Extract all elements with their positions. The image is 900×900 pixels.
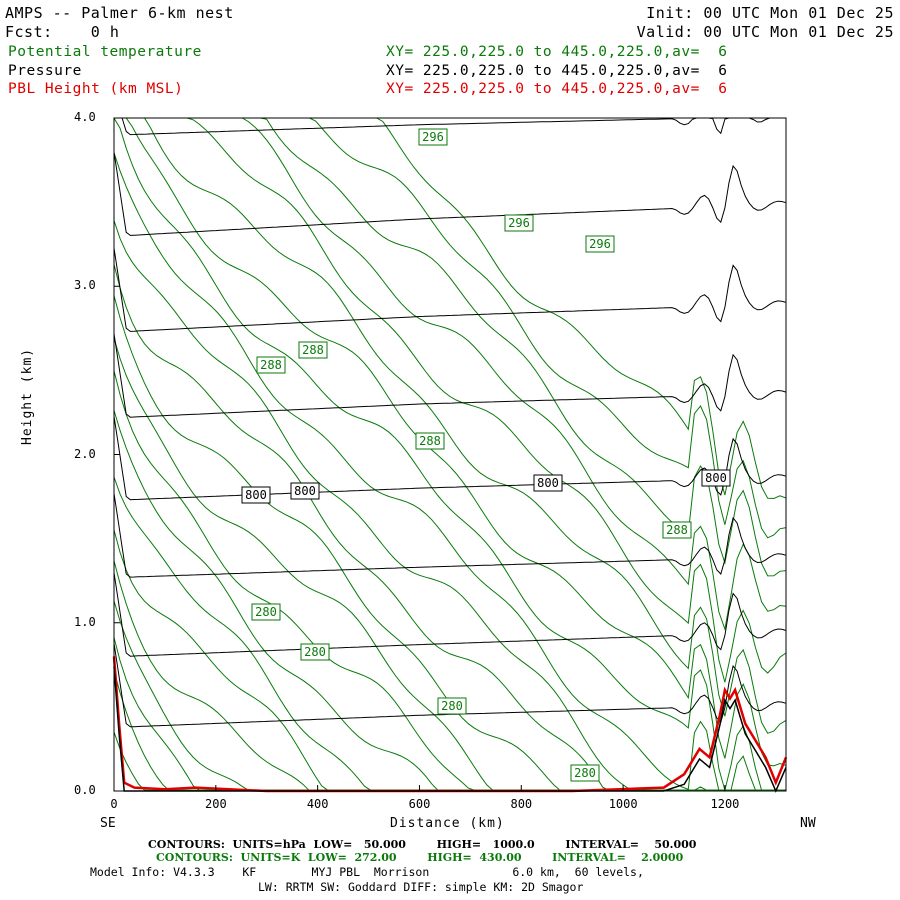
pressure-contour-label: 800 xyxy=(290,482,320,500)
pressure-isobar-700 xyxy=(113,248,787,332)
plot-frame xyxy=(113,117,787,792)
legend-pbl-xy: XY= 225.0,225.0 to 445.0,225.0,av= 6 xyxy=(386,81,728,97)
legend-pressure-xy: XY= 225.0,225.0 to 445.0,225.0,av= 6 xyxy=(386,63,728,79)
footer-contours-theta: CONTOURS: UNITS=K LOW= 272.00 HIGH= 430.… xyxy=(156,851,684,864)
svg-text:280: 280 xyxy=(304,645,326,659)
theta-contour-line xyxy=(113,560,786,792)
y-tick-label: 1.0 xyxy=(74,614,96,629)
theta-contour-line xyxy=(114,117,787,767)
theta-contour-label: 296 xyxy=(585,235,615,253)
pressure-contour-label: 800 xyxy=(533,474,563,492)
legend-pressure-name: Pressure xyxy=(8,63,82,79)
pressure-isobar-750 xyxy=(113,333,787,418)
svg-text:280: 280 xyxy=(574,766,596,780)
pressure-isobar-600 xyxy=(114,117,786,136)
theta-contour-label: 288 xyxy=(662,521,692,539)
svg-text:288: 288 xyxy=(419,434,441,448)
y-tick-label: 2.0 xyxy=(74,446,96,461)
theta-contour-line xyxy=(114,117,787,500)
theta-contour-label: 296 xyxy=(504,214,534,232)
theta-contour-label: 296 xyxy=(418,128,448,146)
theta-contour-line xyxy=(114,117,787,734)
axis-ticks xyxy=(113,117,726,792)
forecast-hour: Fcst: 0 h xyxy=(5,23,120,41)
pbl-height-line xyxy=(112,656,788,793)
x-tick-label: 1200 xyxy=(710,797,740,811)
theta-contour-line xyxy=(113,529,786,791)
theta-contour-line xyxy=(113,220,786,791)
footer-model-physics: LW: RRTM SW: Goddard DIFF: simple KM: 2D… xyxy=(258,880,584,894)
svg-text:800: 800 xyxy=(294,484,316,498)
theta-contour-line xyxy=(114,117,787,683)
x-left-label-se: SE xyxy=(100,816,116,831)
y-tick-label: 3.0 xyxy=(74,278,96,293)
theta-contour-line xyxy=(114,117,787,539)
y-tick-label: 4.0 xyxy=(74,110,96,124)
contour-labels: 296 296 296 288 288 288 288 280 280 280 280 800 800 8… xyxy=(241,128,731,782)
legend-theta-name: Potential temperature xyxy=(8,44,202,60)
theta-contour-label: 280 xyxy=(437,697,467,715)
footer-model-info: Model Info: V4.3.3 KF MYJ PBL Morrison 6… xyxy=(90,865,644,879)
svg-text:800: 800 xyxy=(245,488,267,502)
svg-text:800: 800 xyxy=(705,471,727,485)
x-tick-label: 1000 xyxy=(608,797,638,811)
svg-text:800: 800 xyxy=(537,476,559,490)
theta-contour-label: 280 xyxy=(570,764,600,782)
theta-contour-label: 288 xyxy=(415,432,445,450)
chart-title: AMPS -- Palmer 6-km nest xyxy=(5,4,234,22)
x-tick-label: 400 xyxy=(306,797,329,811)
pressure-isobar-800 xyxy=(113,416,787,501)
svg-text:280: 280 xyxy=(255,605,277,619)
footer-contours-pressure: CONTOURS: UNITS=hPa LOW= 50.000 HIGH= 10… xyxy=(148,838,697,851)
legend-theta-xy: XY= 225.0,225.0 to 445.0,225.0,av= 6 xyxy=(386,44,728,60)
svg-text:296: 296 xyxy=(589,237,611,251)
theta-contour-line xyxy=(113,152,786,791)
pressure-isobar-650 xyxy=(113,152,787,236)
x-axis-label: Distance (km) xyxy=(390,816,505,831)
theta-contour-label: 288 xyxy=(256,356,286,374)
x-tick-label: 800 xyxy=(510,797,533,811)
theta-contours xyxy=(113,117,787,793)
theta-contour-label: 280 xyxy=(300,643,330,661)
theta-contour-line xyxy=(114,117,787,577)
pressure-isobar-900 xyxy=(113,572,787,657)
theta-contour-line xyxy=(113,600,786,791)
svg-text:288: 288 xyxy=(302,343,324,357)
theta-contour-label: 280 xyxy=(251,603,281,621)
svg-text:296: 296 xyxy=(422,130,444,144)
pressure-contours xyxy=(113,117,787,728)
svg-text:288: 288 xyxy=(666,523,688,537)
pressure-contour-label: 800 xyxy=(241,486,271,504)
theta-contour-line xyxy=(113,117,786,793)
svg-text:288: 288 xyxy=(260,358,282,372)
pressure-isobar-850 xyxy=(113,493,787,578)
x-right-label-nw: NW xyxy=(800,816,816,831)
legend-pbl-name: PBL Height (km MSL) xyxy=(8,81,184,97)
y-axis-label: Height (km) xyxy=(20,347,35,445)
init-time: Init: 00 UTC Mon 01 Dec 25 xyxy=(646,4,894,22)
x-tick-label: 200 xyxy=(205,797,227,811)
pressure-contour-label: 800 xyxy=(701,469,731,487)
valid-time: Valid: 00 UTC Mon 01 Dec 25 xyxy=(636,23,894,41)
theta-contour-line xyxy=(113,337,786,791)
x-tick-label: 0 xyxy=(110,797,118,811)
y-tick-label: 0.0 xyxy=(74,783,96,797)
x-tick-label: 600 xyxy=(408,797,431,811)
svg-text:280: 280 xyxy=(441,699,463,713)
theta-contour-label: 288 xyxy=(298,341,328,359)
svg-text:296: 296 xyxy=(508,216,530,230)
